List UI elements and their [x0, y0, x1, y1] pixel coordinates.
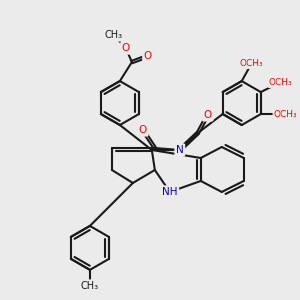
Text: O: O: [139, 125, 147, 135]
Text: OCH₃: OCH₃: [240, 58, 263, 68]
Text: CH₃: CH₃: [81, 281, 99, 291]
Text: OCH₃: OCH₃: [274, 110, 298, 118]
Text: O: O: [144, 51, 152, 61]
Text: NH: NH: [162, 187, 178, 197]
Text: CH₃: CH₃: [105, 30, 123, 40]
Text: N: N: [176, 145, 184, 155]
Text: OCH₃: OCH₃: [269, 78, 292, 87]
Text: O: O: [204, 110, 212, 120]
Text: O: O: [122, 43, 130, 53]
